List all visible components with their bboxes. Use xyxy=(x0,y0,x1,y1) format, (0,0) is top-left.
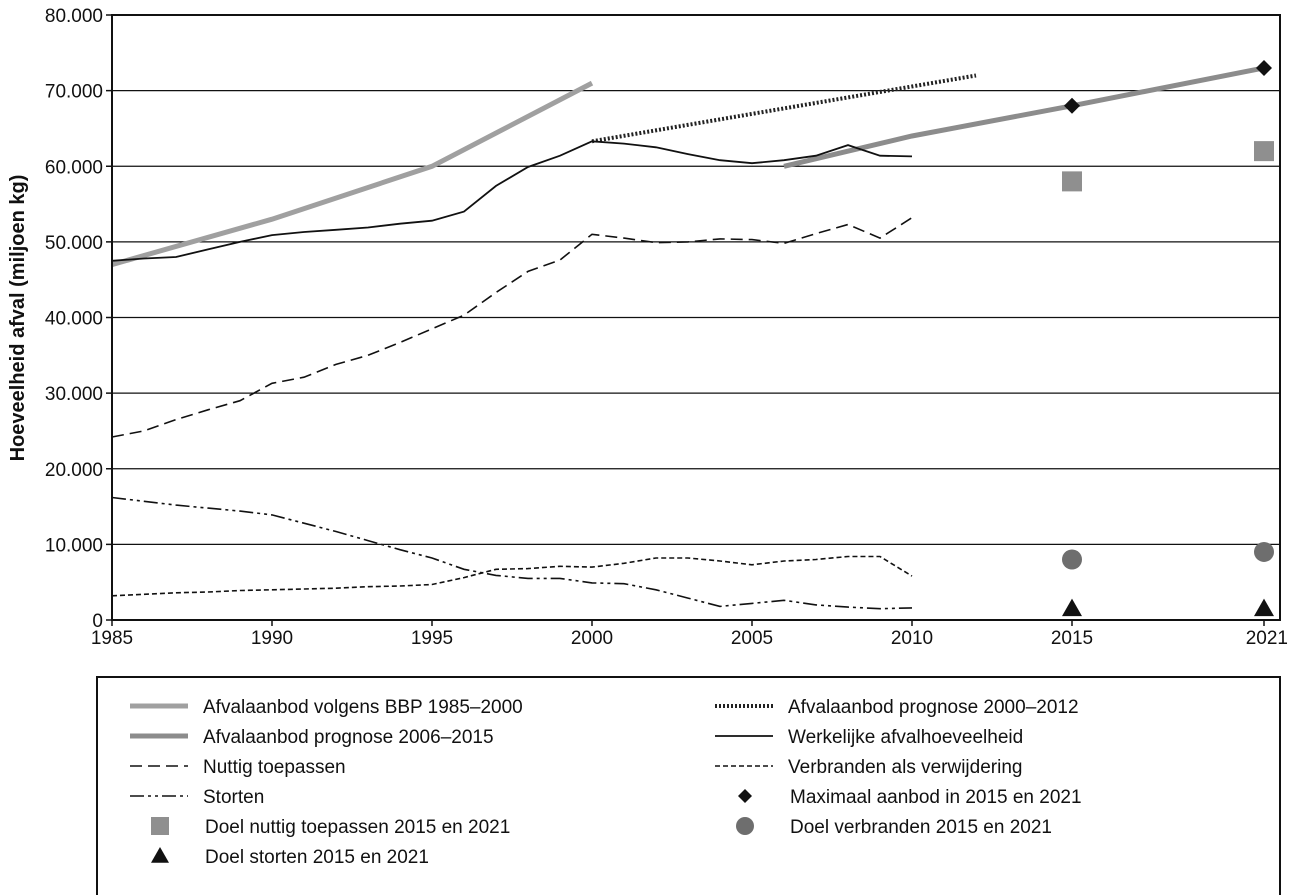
legend: Afvalaanbod volgens BBP 1985–2000 Afvalaa… xyxy=(97,677,1280,895)
x-tick-label: 2005 xyxy=(731,628,773,649)
series-2-line xyxy=(112,218,912,437)
x-tick-label: 2015 xyxy=(1051,628,1093,649)
legend-label: Doel verbranden 2015 en 2021 xyxy=(790,817,1052,838)
legend-label: Doel nuttig toepassen 2015 en 2021 xyxy=(205,817,510,838)
y-axis-ticks: 010.00020.00030.00040.00050.00060.00070.… xyxy=(45,6,112,632)
series-1-line xyxy=(784,68,1264,166)
y-axis-label: Hoeveelheid afval (miljoen kg) xyxy=(7,175,29,462)
y-tick-label: 30.000 xyxy=(45,384,103,405)
series-0-line xyxy=(112,83,592,265)
y-tick-label: 50.000 xyxy=(45,233,103,254)
series-8-point xyxy=(1062,171,1082,191)
series-layer xyxy=(112,68,1264,609)
series-7-point xyxy=(1064,98,1080,114)
legend-label: Storten xyxy=(203,787,264,808)
marker-layer xyxy=(1062,60,1274,616)
y-tick-label: 40.000 xyxy=(45,309,103,330)
x-tick-label: 2000 xyxy=(571,628,613,649)
series-9-point xyxy=(1254,542,1274,562)
legend-label: Verbranden als verwijdering xyxy=(788,757,1022,778)
legend-label: Afvalaanbod volgens BBP 1985–2000 xyxy=(203,697,523,718)
x-tick-label: 1990 xyxy=(251,628,293,649)
x-tick-label: 2021 xyxy=(1246,628,1288,649)
legend-swatch-9 xyxy=(736,817,754,835)
legend-label: Werkelijke afvalhoeveelheid xyxy=(788,727,1023,748)
legend-label: Maximaal aanbod in 2015 en 2021 xyxy=(790,787,1082,808)
series-7-point xyxy=(1256,60,1272,76)
series-3-line xyxy=(112,498,912,609)
legend-swatch-8 xyxy=(151,817,169,835)
legend-label: Nuttig toepassen xyxy=(203,757,346,778)
y-tick-label: 70.000 xyxy=(45,82,103,103)
series-5-line xyxy=(112,141,912,260)
y-tick-label: 80.000 xyxy=(45,6,103,27)
gridlines xyxy=(112,91,1280,545)
y-tick-label: 10.000 xyxy=(45,535,103,556)
series-9-point xyxy=(1062,550,1082,570)
x-tick-label: 2010 xyxy=(891,628,933,649)
y-tick-label: 20.000 xyxy=(45,460,103,481)
legend-label: Afvalaanbod prognose 2006–2015 xyxy=(203,727,494,748)
y-tick-label: 60.000 xyxy=(45,157,103,178)
x-tick-label: 1985 xyxy=(91,628,133,649)
series-4-line xyxy=(592,76,976,142)
legend-label: Doel storten 2015 en 2021 xyxy=(205,847,429,868)
series-10-point xyxy=(1062,599,1082,617)
x-tick-label: 1995 xyxy=(411,628,453,649)
series-10-point xyxy=(1254,599,1274,617)
series-8-point xyxy=(1254,141,1274,161)
x-axis-ticks: 1985 1990 1995 2000 2005 2010 2015 2021 xyxy=(91,620,1288,649)
legend-label: Afvalaanbod prognose 2000–2012 xyxy=(788,697,1079,718)
